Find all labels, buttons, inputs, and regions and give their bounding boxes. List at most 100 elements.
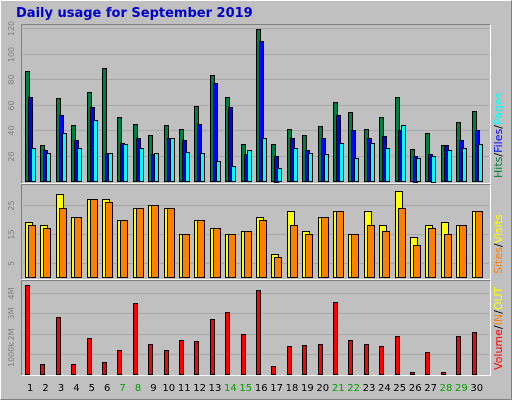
x-tick-label-day-6: 6 — [104, 383, 110, 394]
bar-pages-day-17 — [277, 168, 282, 182]
bar-volume-day-28 — [441, 372, 446, 375]
bar-sites-day-7 — [120, 220, 128, 278]
bar-pages-day-9 — [154, 153, 159, 182]
y-tick-label: 2M — [7, 328, 16, 340]
bar-volume-day-8 — [133, 303, 138, 375]
bar-volume-day-7 — [117, 350, 122, 375]
bar-sites-day-16 — [259, 220, 267, 278]
bar-sites-day-2 — [43, 228, 51, 278]
bar-pages-day-27 — [431, 156, 436, 183]
bar-pages-day-3 — [62, 133, 67, 182]
y-tick-label: 20 — [7, 151, 16, 161]
x-tick-label-day-30: 30 — [470, 383, 483, 394]
bar-pages-day-22 — [354, 158, 359, 182]
bar-pages-day-12 — [200, 153, 205, 182]
x-tick-label-day-11: 11 — [178, 383, 191, 394]
bar-sites-day-15 — [244, 231, 252, 278]
x-tick-label-day-17: 17 — [270, 383, 283, 394]
legend-separator: / — [492, 310, 505, 314]
legend-item-hits: Hits — [492, 156, 505, 178]
x-tick-label-day-7: 7 — [119, 383, 125, 394]
bar-pages-day-5 — [93, 120, 98, 182]
y-tick-label: 15 — [7, 229, 16, 239]
bar-volume-day-6 — [102, 362, 107, 375]
y-tick-label: 60 — [7, 100, 16, 110]
legend-volume: Volume/IN/OUT — [492, 286, 505, 370]
bar-sites-day-20 — [321, 217, 329, 278]
bar-volume-day-13 — [210, 319, 215, 375]
bar-sites-day-18 — [290, 225, 298, 278]
bar-volume-day-19 — [302, 345, 307, 375]
bar-sites-day-24 — [382, 231, 390, 278]
bar-files-day-1 — [28, 97, 33, 182]
x-tick-label-day-21: 21 — [332, 383, 345, 394]
bar-sites-day-29 — [459, 225, 467, 278]
bar-sites-day-1 — [28, 225, 36, 278]
bar-volume-day-4 — [71, 364, 76, 375]
bar-sites-day-9 — [151, 205, 159, 278]
y-tick-label: 80 — [7, 74, 16, 84]
bar-pages-day-7 — [123, 144, 128, 182]
bar-volume-day-25 — [395, 336, 400, 375]
x-tick-label-day-20: 20 — [316, 383, 329, 394]
x-tick-label-day-5: 5 — [89, 383, 95, 394]
bar-volume-day-2 — [40, 364, 45, 375]
bar-pages-day-30 — [478, 144, 483, 182]
y-tick-label: 100 — [7, 47, 16, 62]
x-tick-label-day-1: 1 — [27, 383, 33, 394]
x-tick-label-day-14: 14 — [224, 383, 237, 394]
bar-volume-day-10 — [164, 350, 169, 375]
bar-sites-day-11 — [182, 234, 190, 278]
bar-volume-day-12 — [194, 341, 199, 375]
bar-pages-day-4 — [77, 148, 82, 182]
x-tick-label-day-16: 16 — [255, 383, 268, 394]
bar-sites-day-27 — [428, 228, 436, 278]
legend-item-pages: Pages — [492, 92, 505, 125]
bar-pages-day-11 — [185, 152, 190, 182]
bar-sites-day-26 — [413, 245, 421, 278]
legend-separator: / — [492, 125, 505, 129]
y-tick-label: 40 — [7, 125, 16, 135]
x-tick-label-day-27: 27 — [424, 383, 437, 394]
x-tick-label-day-29: 29 — [455, 383, 468, 394]
bar-pages-day-16 — [262, 138, 267, 182]
bar-pages-day-20 — [324, 154, 329, 182]
bar-volume-day-22 — [348, 340, 353, 375]
day-labels: 1 2 3 4 5 6 7 8 9 10 11 12 13 14 15 16 17 18 19 20 21 22 23 24 2… — [27, 383, 483, 394]
bar-files-day-22 — [351, 130, 356, 182]
y-tick-label: 1000k — [7, 342, 16, 367]
bar-files-day-16 — [259, 41, 264, 182]
panel-visits: 5 15 25 Sites/Visits — [7, 184, 505, 280]
bar-pages-day-15 — [247, 150, 252, 182]
x-tick-label-day-10: 10 — [162, 383, 175, 394]
bar-sites-day-12 — [197, 220, 205, 278]
bar-pages-day-28 — [447, 150, 452, 182]
bar-pages-day-10 — [170, 138, 175, 182]
bar-sites-day-30 — [475, 211, 483, 278]
bar-volume-day-30 — [472, 332, 477, 375]
x-tick-label-day-22: 22 — [347, 383, 360, 394]
bar-volume-day-9 — [148, 344, 153, 375]
bar-pages-day-23 — [370, 143, 375, 182]
y-tick-label: 5 — [7, 261, 16, 266]
bar-files-day-14 — [228, 107, 233, 182]
y-tick-label: 4M — [7, 287, 16, 299]
bar-pages-day-2 — [46, 153, 51, 182]
bar-sites-day-25 — [398, 208, 406, 278]
bar-volume-day-20 — [318, 344, 323, 375]
bar-sites-day-8 — [136, 208, 144, 278]
x-tick-label-day-18: 18 — [286, 383, 299, 394]
bar-volume-day-11 — [179, 340, 184, 375]
legend-item-volume: Volume — [492, 329, 505, 370]
legend-item-visits: Visits — [492, 214, 505, 243]
bar-sites-day-19 — [305, 234, 313, 278]
bar-sites-day-4 — [74, 217, 82, 278]
bar-volume-day-27 — [425, 352, 430, 375]
bar-volume-day-14 — [225, 312, 230, 375]
bar-sites-day-28 — [444, 234, 452, 278]
bar-sites-day-22 — [351, 234, 359, 278]
bar-sites-day-23 — [367, 225, 375, 278]
